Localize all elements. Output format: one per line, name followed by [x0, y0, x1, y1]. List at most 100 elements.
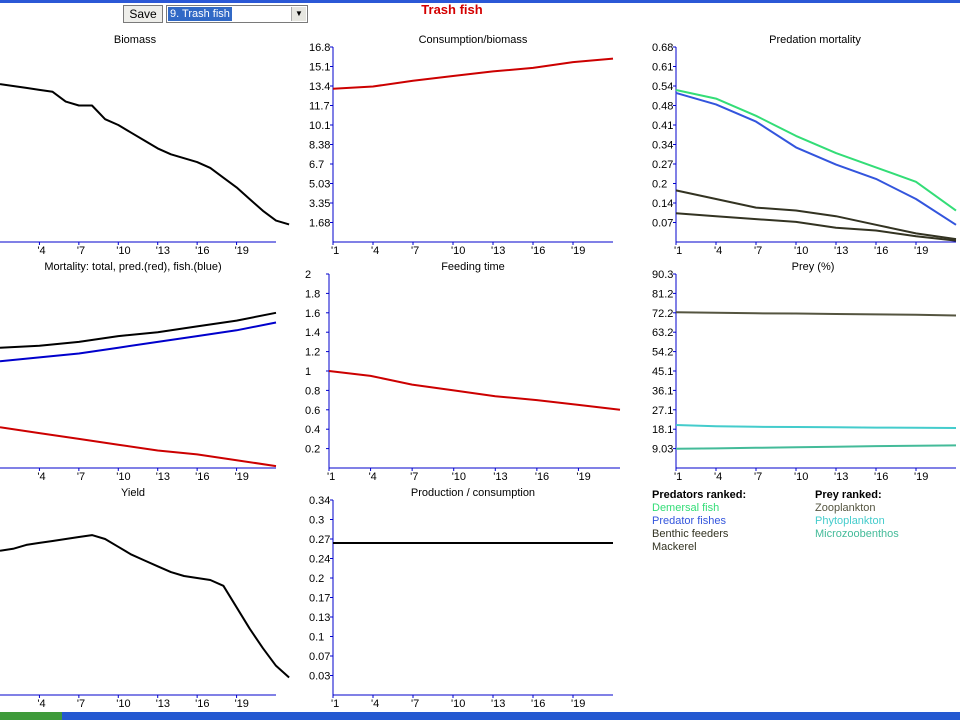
y-tick-label: 0.2 — [309, 573, 324, 585]
chart-prey: Prey (%) '1 '4 '7 '10 '13 '16 '19 9.03 18.1 27.1 36… — [652, 261, 957, 483]
y-tick-label: 0.8 — [305, 385, 320, 397]
chart-title: Biomass — [114, 34, 157, 46]
predators-legend-item: Predator fishes — [652, 515, 726, 527]
x-tick-label: '10 — [116, 471, 130, 483]
y-tick-label: 0.17 — [309, 593, 330, 605]
y-tick-label: 1.2 — [305, 347, 320, 359]
taskbar — [0, 712, 960, 720]
y-tick-label: 16.8 — [309, 42, 330, 54]
series-line-2 — [0, 321, 277, 363]
y-tick-label: 0.27 — [652, 159, 673, 171]
chart-feeding-time: Feeding time '1 '4 '7 '10 '13 '16 '19 0.2 0.4 0.6 0… — [305, 261, 621, 483]
y-tick-label: 5.03 — [309, 179, 330, 191]
x-tick-label: '19 — [235, 245, 249, 257]
x-tick-label: '7 — [754, 245, 762, 257]
x-tick-label: '4 — [37, 471, 45, 483]
y-tick-label: 0.34 — [652, 140, 673, 152]
y-tick-label: 54.2 — [652, 347, 673, 359]
chart-yield: Yield '4 '7 '10 '13 '16 '19 — [0, 487, 290, 710]
predators-legend-item: Mackerel — [652, 541, 697, 553]
x-tick-label: '16 — [535, 471, 549, 483]
series-line-1 — [332, 57, 614, 90]
y-tick-label: 72.2 — [652, 308, 673, 320]
y-tick-label: 0.3 — [309, 515, 324, 527]
x-tick-label: '16 — [874, 471, 888, 483]
y-tick-label: 27.1 — [652, 405, 673, 417]
y-tick-label: 3.35 — [309, 198, 330, 210]
species-dropdown-value: 9. Trash fish — [168, 7, 232, 21]
y-tick-label: 8.38 — [309, 140, 330, 152]
y-tick-label: 0.1 — [309, 632, 324, 644]
prey-legend-item: Microzoobenthos — [815, 528, 899, 540]
predators-legend-item: Demersal fish — [652, 502, 720, 514]
x-tick-label: '10 — [794, 245, 808, 257]
y-tick-label: 15.1 — [309, 62, 330, 74]
start-button[interactable] — [0, 712, 62, 720]
x-tick-label: '13 — [156, 698, 170, 710]
series-line-2 — [675, 424, 957, 429]
y-tick-label: 1.8 — [305, 288, 320, 300]
x-tick-label: '7 — [77, 698, 85, 710]
chart-biomass: Biomass '4 '7 '10 '13 '16 '19 — [0, 34, 290, 257]
x-tick-label: '10 — [116, 698, 130, 710]
x-tick-label: '7 — [754, 471, 762, 483]
y-tick-label: 0.14 — [652, 198, 673, 210]
x-tick-label: '13 — [493, 471, 507, 483]
series-line-3 — [675, 444, 957, 450]
predators-legend: Predators ranked: Demersal fish Predator … — [652, 489, 746, 554]
y-tick-label: 0.34 — [309, 495, 330, 507]
y-tick-label: 63.2 — [652, 327, 673, 339]
x-tick-label: '16 — [195, 245, 209, 257]
x-tick-label: '10 — [794, 471, 808, 483]
y-tick-label: 0.54 — [652, 81, 673, 93]
y-tick-label: 81.2 — [652, 288, 673, 300]
y-tick-label: 90.3 — [652, 269, 673, 281]
series-line-1 — [675, 311, 957, 317]
chart-title: Consumption/biomass — [419, 34, 528, 46]
x-tick-label: '16 — [874, 245, 888, 257]
prey-legend: Prey ranked: Zooplankton Phytoplankton Mic… — [815, 489, 899, 541]
series-line-1 — [675, 89, 957, 212]
x-tick-label: '13 — [156, 245, 170, 257]
x-tick-label: '1 — [331, 698, 339, 710]
series-line-3 — [675, 189, 957, 241]
y-tick-label: 6.7 — [309, 159, 324, 171]
y-tick-label: 0.24 — [309, 554, 330, 566]
series-line-2 — [675, 91, 957, 226]
y-tick-label: 2 — [305, 269, 311, 281]
y-tick-label: 0.2 — [652, 179, 667, 191]
x-tick-label: '1 — [674, 471, 682, 483]
y-tick-label: 0.4 — [305, 424, 320, 436]
chevron-down-icon[interactable]: ▼ — [291, 7, 306, 21]
x-tick-label: '4 — [371, 698, 379, 710]
y-tick-label: 0.07 — [652, 218, 673, 230]
x-tick-label: '7 — [77, 471, 85, 483]
chart-title: Production / consumption — [411, 487, 535, 499]
x-tick-label: '1 — [674, 245, 682, 257]
x-tick-label: '1 — [331, 245, 339, 257]
y-tick-label: 0.2 — [305, 444, 320, 456]
y-tick-label: 0.61 — [652, 62, 673, 74]
x-tick-label: '13 — [834, 471, 848, 483]
chart-production-consumption: Production / consumption '1 '4 '7 '10 '13 '16 '… — [309, 487, 613, 710]
y-tick-label: 0.03 — [309, 671, 330, 683]
chart-consumption-biomass: Consumption/biomass '1 '4 '7 '10 '13 '16 '19 1.6… — [309, 34, 614, 257]
y-tick-label: 0.6 — [305, 405, 320, 417]
chart-mortality: Mortality: total, pred.(red), fish.(blue… — [0, 261, 277, 483]
prey-legend-heading: Prey ranked: — [815, 489, 882, 501]
y-tick-label: 0.48 — [652, 101, 673, 113]
x-tick-label: '10 — [451, 245, 465, 257]
x-tick-label: '13 — [834, 245, 848, 257]
x-tick-label: '4 — [714, 471, 722, 483]
series-line-1 — [328, 370, 621, 411]
x-tick-label: '7 — [410, 471, 418, 483]
y-tick-label: 9.03 — [652, 444, 673, 456]
y-tick-label: 1.68 — [309, 218, 330, 230]
x-tick-label: '19 — [235, 471, 249, 483]
x-tick-label: '10 — [451, 698, 465, 710]
species-dropdown[interactable]: 9. Trash fish ▼ — [166, 5, 308, 23]
y-tick-label: 13.4 — [309, 81, 330, 93]
save-button[interactable]: Save — [123, 5, 163, 23]
predators-legend-item: Benthic feeders — [652, 528, 729, 540]
